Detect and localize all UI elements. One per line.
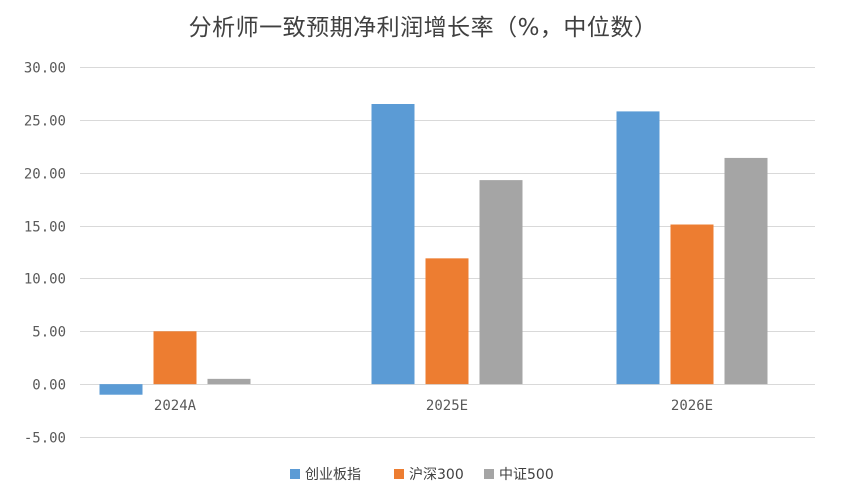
legend-label: 沪深300	[409, 467, 464, 483]
x-category-label: 2026E	[671, 398, 713, 414]
legend-item: 中证500	[484, 467, 554, 483]
bar-中证500-2025E	[479, 180, 523, 385]
legend-swatch	[394, 469, 404, 479]
y-tick-label: 20.00	[24, 167, 66, 183]
bar-沪深300-2026E	[670, 224, 714, 385]
legend: 创业板指 沪深300 中证500	[290, 467, 554, 483]
bar-中证500-2026E	[724, 157, 768, 385]
bar-中证500-2024A	[207, 378, 251, 385]
y-tick-label: 5.00	[32, 325, 66, 341]
legend-item: 创业板指	[290, 467, 361, 483]
bar-创业板指-2025E	[371, 104, 415, 385]
y-tick-label: 30.00	[24, 61, 66, 77]
x-category-label: 2024A	[154, 398, 197, 414]
x-axis-categories: 2024A 2025E 2026E	[154, 398, 713, 414]
bar-创业板指-2024A	[99, 384, 143, 395]
x-category-label: 2025E	[426, 398, 468, 414]
y-tick-label: 25.00	[24, 114, 66, 130]
legend-swatch	[484, 469, 494, 479]
legend-item: 沪深300	[394, 467, 464, 483]
y-tick-label: -5.00	[24, 431, 66, 447]
bar-沪深300-2025E	[425, 258, 469, 385]
y-tick-label: 10.00	[24, 272, 66, 288]
y-tick-label: 0.00	[32, 378, 66, 394]
y-tick-label: 15.00	[24, 220, 66, 236]
legend-label: 创业板指	[305, 467, 361, 483]
legend-label: 中证500	[499, 467, 554, 483]
y-axis-ticks: -5.00 0.00 5.00 10.00 15.00 20.00 25.00 30.00	[24, 61, 66, 447]
bars	[99, 104, 768, 395]
bar-创业板指-2026E	[616, 111, 660, 385]
chart-title: 分析师一致预期净利润增长率（%，中位数）	[188, 15, 658, 41]
bar-沪深300-2024A	[153, 331, 197, 385]
legend-swatch	[290, 469, 300, 479]
